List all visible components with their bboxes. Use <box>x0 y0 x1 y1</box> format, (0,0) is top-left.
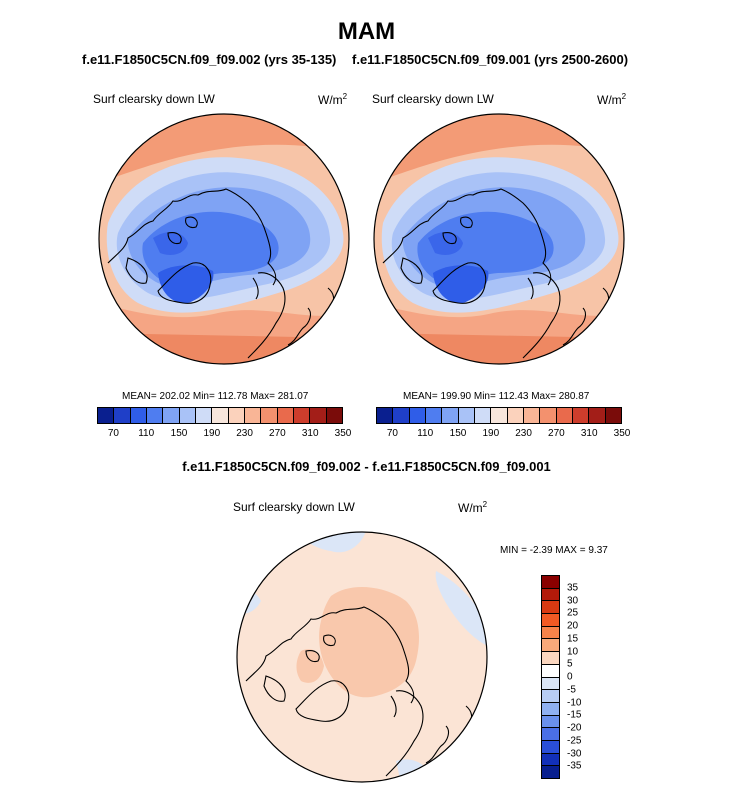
difference-variable-label: Surf clearsky down LW <box>233 500 355 514</box>
colorbar-tick-label: 70 <box>107 428 119 439</box>
polar-map-left <box>98 113 350 365</box>
colorbar-tick-label: 110 <box>138 428 155 439</box>
polar-map-right <box>373 113 625 365</box>
page-title: MAM <box>337 18 396 45</box>
colorbar-swatch <box>542 702 559 716</box>
difference-colorbar <box>541 575 560 779</box>
difference-title: f.e11.F1850C5CN.f09_f09.002 - f.e11.F185… <box>182 459 551 474</box>
colorbar-swatch <box>409 408 426 423</box>
colorbar-tick-label: -20 <box>567 722 582 734</box>
colorbar-swatch <box>163 408 180 423</box>
colorbar-swatch <box>542 715 559 729</box>
colorbar-swatch <box>277 408 294 423</box>
colorbar-tick-label: 270 <box>269 428 286 439</box>
variable-label-right: Surf clearsky down LW <box>372 92 494 106</box>
colorbar-swatch <box>542 588 559 602</box>
colorbar-tick-label: -10 <box>567 697 582 708</box>
colorbar-left <box>97 407 343 424</box>
colorbar-tick-label: 310 <box>301 428 319 439</box>
colorbar-tick-label: -25 <box>567 735 582 747</box>
colorbar-swatch <box>310 408 327 423</box>
colorbar-tick-label: 350 <box>613 428 631 439</box>
difference-colorbar-ticks: 35 30 25 20 15 10 5 0 -5 -10 -15 -20 -25 -30 -35 <box>567 575 597 779</box>
colorbar-swatch <box>179 408 196 423</box>
colorbar-swatch <box>542 728 559 741</box>
colorbar-swatch <box>542 626 559 640</box>
colorbar-tick-label: 110 <box>417 428 434 439</box>
colorbar-swatch <box>542 766 559 778</box>
colorbar-swatch <box>130 408 147 423</box>
polar-map-difference <box>236 531 488 783</box>
colorbar-tick-label: 190 <box>482 428 500 439</box>
stats-right: MEAN= 199.90 Min= 112.43 Max= 280.87 <box>403 391 590 402</box>
colorbar-swatch <box>572 408 590 423</box>
colorbar-swatch <box>589 408 606 423</box>
colorbar-swatch <box>293 408 311 423</box>
colorbar-swatch <box>542 601 559 615</box>
colorbar-swatch <box>474 408 492 423</box>
units-label-right: W/m2 <box>597 92 627 107</box>
colorbar-tick-label: 5 <box>567 658 573 670</box>
colorbar-tick-label: 25 <box>567 607 579 619</box>
colorbar-swatch <box>542 639 559 653</box>
colorbar-swatch <box>261 408 278 423</box>
colorbar-tick-label: 30 <box>567 595 579 606</box>
colorbar-swatch <box>442 408 459 423</box>
colorbar-swatch <box>542 652 559 665</box>
difference-min-max: MIN = -2.39 MAX = 9.37 <box>500 545 608 556</box>
colorbar-swatch <box>244 408 262 423</box>
colorbar-tick-label: 270 <box>548 428 565 439</box>
colorbar-swatch <box>542 614 559 627</box>
case-title-right: f.e11.F1850C5CN.f09_f09.001 (yrs 2500-26… <box>352 52 629 67</box>
colorbar-right-ticks: 70 110 150 190 230 270 310 350 <box>376 428 631 440</box>
colorbar-tick-label: 230 <box>515 428 532 439</box>
colorbar-tick-label: -15 <box>567 709 582 721</box>
colorbar-tick-label: 15 <box>567 633 579 645</box>
colorbar-swatch <box>542 740 559 754</box>
case-title-left: f.e11.F1850C5CN.f09_f09.002 (yrs 35-135) <box>82 52 337 67</box>
colorbar-swatch <box>377 408 394 423</box>
colorbar-swatch <box>326 408 342 423</box>
colorbar-tick-label: 310 <box>580 428 598 439</box>
colorbar-swatch <box>98 408 115 423</box>
variable-label-left: Surf clearsky down LW <box>93 92 215 106</box>
colorbar-swatch <box>425 408 443 423</box>
colorbar-tick-label: 230 <box>236 428 253 439</box>
colorbar-tick-label: 150 <box>170 428 188 439</box>
colorbar-tick-label: 0 <box>567 671 573 683</box>
colorbar-swatch <box>458 408 475 423</box>
colorbar-swatch <box>393 408 410 423</box>
colorbar-swatch <box>146 408 164 423</box>
colorbar-swatch <box>605 408 621 423</box>
colorbar-left-ticks: 70 110 150 190 230 270 310 350 <box>97 428 352 440</box>
colorbar-swatch <box>195 408 213 423</box>
colorbar-tick-label: -5 <box>567 684 576 696</box>
difference-units-label: W/m2 <box>458 500 488 515</box>
colorbar-swatch <box>491 408 508 423</box>
colorbar-tick-label: 150 <box>449 428 467 439</box>
colorbar-tick-label: -30 <box>567 748 582 759</box>
colorbar-tick-label: 35 <box>567 582 579 594</box>
colorbar-tick-label: 70 <box>386 428 398 439</box>
colorbar-tick-label: 350 <box>334 428 352 439</box>
colorbar-swatch <box>507 408 524 423</box>
colorbar-right <box>376 407 622 424</box>
colorbar-swatch <box>556 408 573 423</box>
colorbar-swatch <box>212 408 229 423</box>
colorbar-tick-label: 20 <box>567 620 579 632</box>
colorbar-swatch <box>540 408 557 423</box>
colorbar-swatch <box>542 690 559 703</box>
colorbar-swatch <box>542 753 559 767</box>
colorbar-tick-label: 10 <box>567 646 579 657</box>
colorbar-swatch <box>542 664 559 678</box>
units-label-left: W/m2 <box>318 92 348 107</box>
colorbar-swatch <box>542 576 559 589</box>
colorbar-swatch <box>523 408 541 423</box>
colorbar-swatch <box>114 408 131 423</box>
colorbar-tick-label: 190 <box>203 428 221 439</box>
colorbar-tick-label: -35 <box>567 760 582 772</box>
colorbar-swatch <box>228 408 245 423</box>
stats-left: MEAN= 202.02 Min= 112.78 Max= 281.07 <box>122 391 309 402</box>
colorbar-swatch <box>542 677 559 691</box>
